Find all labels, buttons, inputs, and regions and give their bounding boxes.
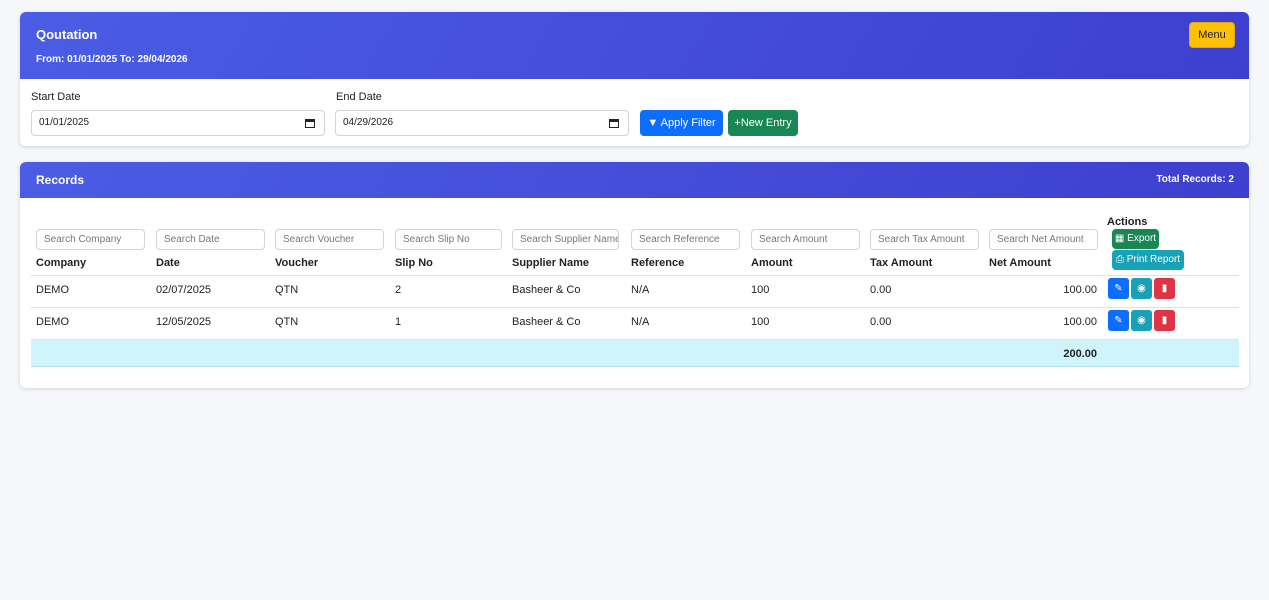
column-header: Reference bbox=[631, 257, 685, 269]
net-total: 200.00 bbox=[1063, 348, 1097, 360]
table-cell: QTN bbox=[275, 316, 299, 328]
search-input[interactable]: Search Supplier Name bbox=[512, 229, 619, 250]
menu-button[interactable]: Menu bbox=[1189, 22, 1235, 48]
column-header: Actions bbox=[1107, 216, 1148, 228]
page-header: Qoutation From: 01/01/2025 To: 29/04/202… bbox=[20, 12, 1249, 79]
table-cell: 0.00 bbox=[870, 316, 892, 328]
table-cell: Basheer & Co bbox=[512, 284, 581, 296]
column-header: Supplier Name bbox=[512, 257, 590, 269]
table-cell: QTN bbox=[275, 284, 299, 296]
table-cell: DEMO bbox=[36, 316, 69, 328]
search-input[interactable]: Search Company bbox=[36, 229, 145, 250]
table-cell: 12/05/2025 bbox=[156, 316, 212, 328]
new-entry-button[interactable]: +New Entry bbox=[728, 110, 798, 136]
row-divider bbox=[31, 339, 1239, 340]
search-input[interactable]: Search Net Amount bbox=[989, 229, 1098, 250]
delete-button[interactable]: ▮ bbox=[1154, 278, 1175, 299]
search-input[interactable]: Search Reference bbox=[631, 229, 740, 250]
column-header: Slip No bbox=[395, 257, 433, 269]
edit-button[interactable]: ✎ bbox=[1108, 310, 1129, 331]
date-range: From: 01/01/2025 To: 29/04/2026 bbox=[36, 54, 188, 65]
total-records: Total Records: 2 bbox=[1156, 174, 1234, 185]
start-date-value: 01/01/2025 bbox=[39, 117, 90, 128]
table-cell: Basheer & Co bbox=[512, 316, 581, 328]
total-row bbox=[31, 340, 1239, 367]
search-input[interactable]: Search Tax Amount bbox=[870, 229, 979, 250]
search-input[interactable]: Search Voucher bbox=[275, 229, 384, 250]
end-date-value: 04/29/2026 bbox=[343, 117, 394, 128]
print-report-text: Print Report bbox=[1126, 254, 1181, 265]
filter-card: Qoutation From: 01/01/2025 To: 29/04/202… bbox=[20, 12, 1249, 146]
table-cell: 2 bbox=[395, 284, 402, 296]
table-cell: 100 bbox=[751, 284, 770, 296]
apply-filter-button[interactable]: ▼ Apply Filter bbox=[640, 110, 723, 136]
export-text: Export bbox=[1127, 233, 1157, 244]
calendar-icon bbox=[305, 119, 315, 128]
records-header: Records Total Records: 2 bbox=[20, 162, 1249, 198]
export-button[interactable]: ▦ Export bbox=[1112, 229, 1159, 249]
column-header: Amount bbox=[751, 257, 793, 269]
column-header: Tax Amount bbox=[870, 257, 933, 269]
end-date-input[interactable]: 04/29/2026 bbox=[335, 110, 629, 136]
view-button[interactable]: ◉ bbox=[1131, 310, 1152, 331]
table-cell: 1 bbox=[395, 316, 402, 328]
table-cell: 02/07/2025 bbox=[156, 284, 212, 296]
search-input[interactable]: Search Slip No bbox=[395, 229, 502, 250]
table-cell: 0.00 bbox=[870, 284, 892, 296]
column-header: Voucher bbox=[275, 257, 319, 269]
apply-filter-text: Apply Filter bbox=[660, 117, 716, 129]
table-cell: DEMO bbox=[36, 284, 69, 296]
records-card: Records Total Records: 2 Search Company S… bbox=[20, 162, 1249, 388]
table-cell: N/A bbox=[631, 316, 650, 328]
table-cell: 100.00 bbox=[1063, 284, 1097, 296]
print-report-button[interactable]: ⎙ Print Report bbox=[1112, 250, 1184, 270]
view-button[interactable]: ◉ bbox=[1131, 278, 1152, 299]
column-header: Net Amount bbox=[989, 257, 1051, 269]
column-header: Company bbox=[36, 257, 87, 269]
column-header: Date bbox=[156, 257, 180, 269]
row-divider bbox=[31, 275, 1239, 276]
table-cell: 100.00 bbox=[1063, 316, 1097, 328]
search-input[interactable]: Search Date bbox=[156, 229, 265, 250]
end-label: End Date bbox=[336, 91, 382, 103]
row-divider bbox=[31, 307, 1239, 308]
records-title: Records bbox=[36, 173, 85, 187]
start-date-input[interactable]: 01/01/2025 bbox=[31, 110, 325, 136]
page-title: Qoutation bbox=[36, 27, 98, 42]
calendar-icon bbox=[609, 119, 619, 128]
table-cell: 100 bbox=[751, 316, 770, 328]
edit-button[interactable]: ✎ bbox=[1108, 278, 1129, 299]
delete-button[interactable]: ▮ bbox=[1154, 310, 1175, 331]
start-label: Start Date bbox=[31, 91, 81, 103]
table-cell: N/A bbox=[631, 284, 650, 296]
search-input[interactable]: Search Amount bbox=[751, 229, 860, 250]
